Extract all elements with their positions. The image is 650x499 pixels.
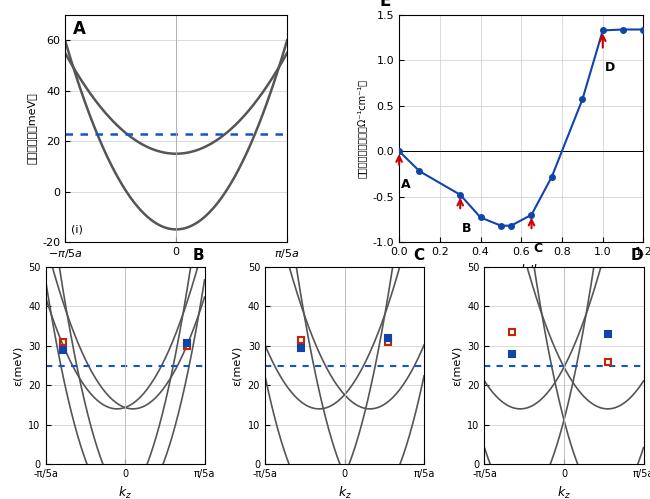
- Y-axis label: エネルギー（meV）: エネルギー（meV）: [27, 93, 36, 164]
- Y-axis label: ε(meV): ε(meV): [13, 345, 23, 386]
- X-axis label: 印加磁場（$h / h_c$）: 印加磁場（$h / h_c$）: [489, 262, 554, 278]
- Text: A: A: [73, 20, 86, 38]
- X-axis label: $k_z$: $k_z$: [557, 485, 571, 499]
- Text: C: C: [413, 248, 424, 263]
- Text: B: B: [462, 222, 472, 235]
- Text: A: A: [401, 179, 411, 192]
- Text: D: D: [604, 61, 615, 74]
- Text: B: B: [193, 248, 205, 263]
- Y-axis label: ε(meV): ε(meV): [232, 345, 242, 386]
- Y-axis label: ε(meV): ε(meV): [452, 345, 461, 386]
- Y-axis label: 異常ホール伝導率（Ω⁻¹cm⁻¹）: 異常ホール伝導率（Ω⁻¹cm⁻¹）: [357, 79, 367, 178]
- X-axis label: $k_z$: $k_z$: [118, 485, 132, 499]
- X-axis label: 運動量：$k_z$: 運動量：$k_z$: [157, 265, 196, 281]
- Text: (i): (i): [71, 225, 83, 235]
- Text: D: D: [631, 248, 644, 263]
- X-axis label: $k_z$: $k_z$: [337, 485, 352, 499]
- Text: C: C: [534, 242, 543, 255]
- Text: E: E: [380, 0, 391, 10]
